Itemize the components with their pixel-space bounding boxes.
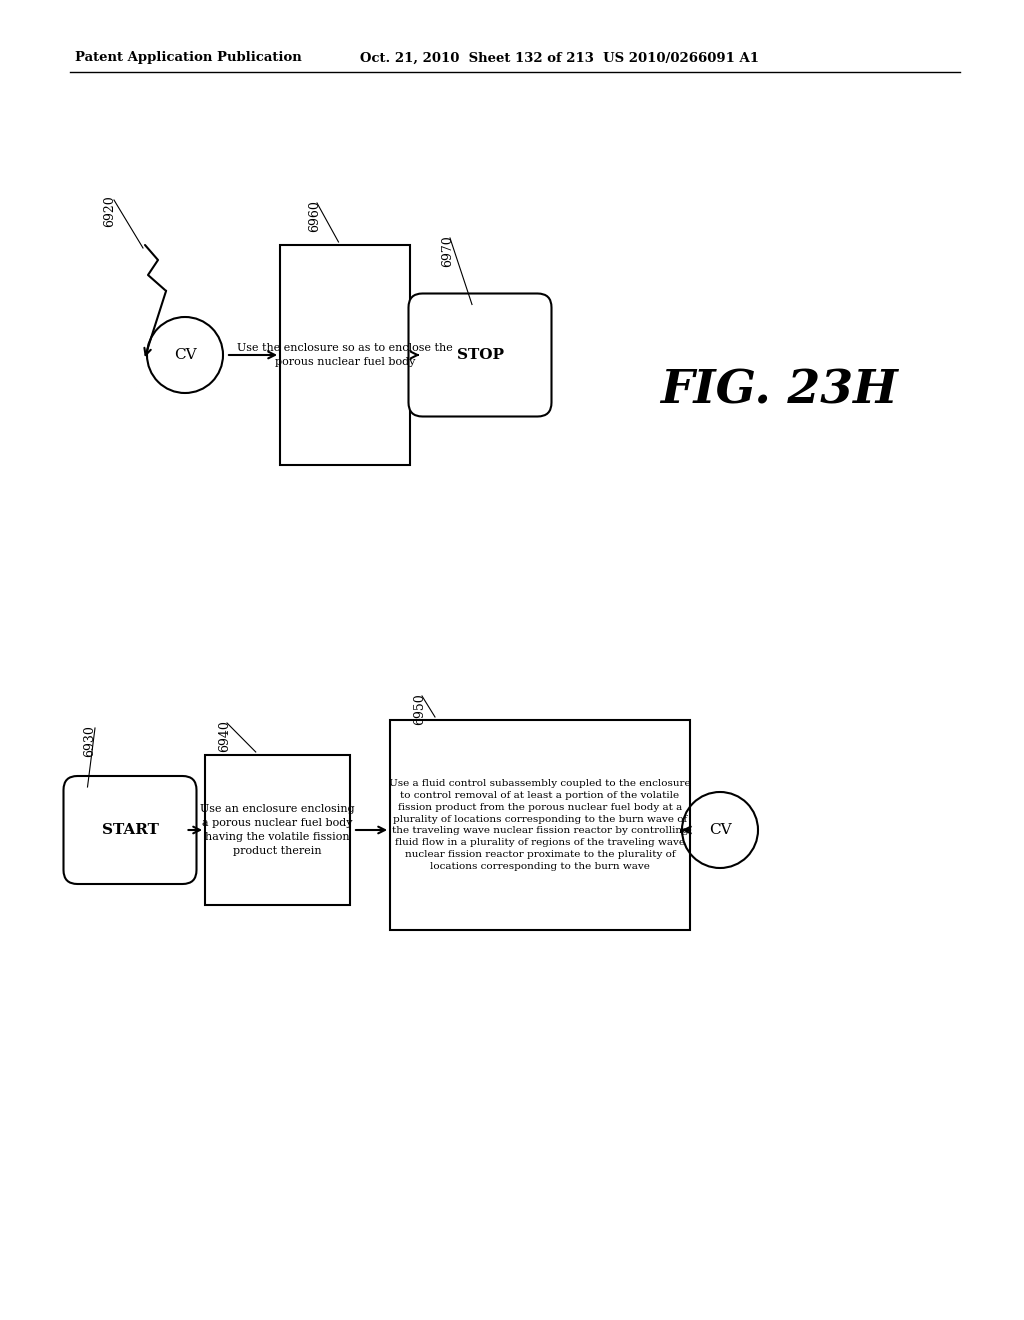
Text: 6920: 6920 xyxy=(103,195,117,227)
Text: 6940: 6940 xyxy=(218,719,231,752)
Text: CV: CV xyxy=(709,822,731,837)
Text: 6930: 6930 xyxy=(84,725,96,756)
Text: 6950: 6950 xyxy=(414,693,427,725)
Bar xyxy=(280,246,410,465)
FancyBboxPatch shape xyxy=(409,293,552,417)
Text: Patent Application Publication: Patent Application Publication xyxy=(75,51,302,65)
Text: 6970: 6970 xyxy=(441,235,455,267)
Text: Use a fluid control subassembly coupled to the enclosure
to control removal of a: Use a fluid control subassembly coupled … xyxy=(389,779,691,871)
Bar xyxy=(390,719,690,931)
Text: FIG. 23H: FIG. 23H xyxy=(660,367,898,413)
Bar xyxy=(205,755,350,906)
FancyBboxPatch shape xyxy=(63,776,197,884)
Text: 6960: 6960 xyxy=(308,201,322,232)
Text: CV: CV xyxy=(174,348,197,362)
Text: STOP: STOP xyxy=(457,348,504,362)
Text: Use the enclosure so as to enclose the
porous nuclear fuel body: Use the enclosure so as to enclose the p… xyxy=(238,343,453,367)
Text: Oct. 21, 2010  Sheet 132 of 213  US 2010/0266091 A1: Oct. 21, 2010 Sheet 132 of 213 US 2010/0… xyxy=(360,51,759,65)
Text: START: START xyxy=(101,822,159,837)
Text: Use an enclosure enclosing
a porous nuclear fuel body
having the volatile fissio: Use an enclosure enclosing a porous nucl… xyxy=(200,804,354,855)
